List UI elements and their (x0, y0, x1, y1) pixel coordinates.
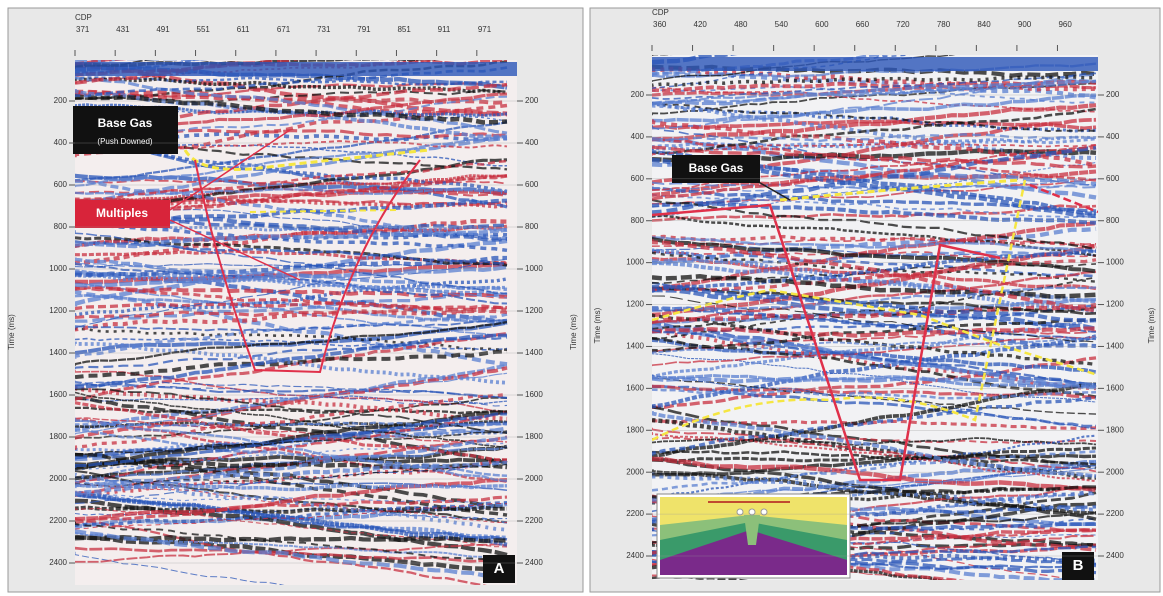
time-tick-label: 1000 (626, 258, 644, 267)
time-tick-label: 1400 (1106, 342, 1124, 351)
cdp-tick-label: 780 (937, 20, 951, 29)
time-tick-label: 1200 (49, 306, 67, 315)
axis-label: Time (ms) (593, 307, 602, 343)
cdp-tick-label: 600 (815, 20, 829, 29)
panel-label: A (494, 560, 505, 577)
cdp-tick-label: 851 (397, 25, 411, 34)
panel-label: B (1073, 557, 1084, 574)
cdp-tick-label: 420 (694, 20, 708, 29)
time-tick-label: 1000 (525, 264, 543, 273)
annotation: Base Gas (689, 161, 744, 175)
time-tick-label: 1000 (1106, 258, 1124, 267)
annotation-note: (Push Downed) (97, 137, 152, 146)
time-tick-label: 600 (1106, 174, 1120, 183)
cdp-tick-label: 611 (237, 25, 250, 34)
time-tick-label: 2000 (1106, 467, 1124, 476)
time-tick-label: 1600 (1106, 383, 1124, 392)
cdp-tick-label: 791 (357, 25, 371, 34)
time-tick-label: 400 (1106, 132, 1120, 141)
cdp-tick-label: 431 (116, 25, 130, 34)
time-tick-label: 1200 (626, 300, 644, 309)
cdp-tick-label: 731 (317, 25, 331, 34)
axis-label: Time (ms) (569, 314, 578, 350)
cdp-tick-label: 491 (156, 25, 170, 34)
time-tick-label: 1600 (49, 390, 67, 399)
time-tick-label: 1200 (1106, 300, 1124, 309)
time-tick-label: 800 (1106, 216, 1120, 225)
reflector (75, 536, 507, 541)
time-tick-label: 200 (1106, 90, 1120, 99)
time-tick-label: 2200 (1106, 509, 1124, 518)
time-tick-label: 2000 (49, 474, 67, 483)
time-tick-label: 1400 (525, 348, 543, 357)
time-tick-label: 800 (525, 222, 539, 231)
axis-label: Time (ms) (1147, 307, 1156, 343)
top-band (652, 57, 1098, 71)
time-tick-label: 1800 (626, 425, 644, 434)
time-tick-label: 200 (54, 96, 68, 105)
time-tick-label: 1200 (525, 306, 543, 315)
time-tick-label: 2400 (525, 558, 543, 567)
time-tick-label: 2200 (49, 516, 67, 525)
cdp-tick-label: 960 (1058, 20, 1072, 29)
time-tick-label: 400 (54, 138, 68, 147)
time-tick-label: 2200 (626, 509, 644, 518)
time-tick-label: 600 (631, 174, 645, 183)
time-tick-label: 1600 (525, 390, 543, 399)
annotation: Multiples (96, 206, 148, 220)
cdp-tick-label: 720 (896, 20, 910, 29)
time-tick-label: 2000 (626, 467, 644, 476)
time-tick-label: 200 (631, 90, 645, 99)
cdp-tick-label: 971 (478, 25, 492, 34)
cdp-tick-label: 360 (653, 20, 667, 29)
cdp-tick-label: 480 (734, 20, 748, 29)
cdp-tick-label: 900 (1018, 20, 1032, 29)
cdp-tick-label: 840 (977, 20, 991, 29)
cdp-tick-label: 551 (197, 25, 211, 34)
time-tick-label: 1400 (626, 342, 644, 351)
time-tick-label: 1800 (1106, 425, 1124, 434)
time-tick-label: 2400 (626, 551, 644, 560)
time-tick-label: 1600 (626, 383, 644, 392)
time-tick-label: 2000 (525, 474, 543, 483)
time-tick-label: 2400 (1106, 551, 1124, 560)
time-tick-label: 400 (525, 138, 539, 147)
cdp-label: CDP (652, 8, 669, 17)
top-band (75, 62, 517, 76)
cdp-tick-label: 671 (277, 25, 291, 34)
time-tick-label: 1800 (49, 432, 67, 441)
time-tick-label: 1000 (49, 264, 67, 273)
time-tick-label: 400 (631, 132, 645, 141)
cdp-tick-label: 540 (775, 20, 789, 29)
cdp-tick-label: 660 (856, 20, 870, 29)
time-tick-label: 200 (525, 96, 539, 105)
time-tick-label: 2400 (49, 558, 67, 567)
time-tick-label: 600 (54, 180, 68, 189)
cdp-tick-label: 911 (438, 25, 451, 34)
time-tick-label: 800 (631, 216, 645, 225)
cdp-tick-label: 371 (76, 25, 90, 34)
figure: Base Gas (Push Downed) Multiples Base Ga… (0, 0, 1163, 596)
time-tick-label: 1400 (49, 348, 67, 357)
axis-label: Time (ms) (7, 314, 16, 350)
cdp-label: CDP (75, 13, 92, 22)
inset-model (657, 494, 850, 578)
time-tick-label: 800 (54, 222, 68, 231)
annotation: Base Gas (98, 116, 153, 130)
time-tick-label: 2200 (525, 516, 543, 525)
time-tick-label: 1800 (525, 432, 543, 441)
time-tick-label: 600 (525, 180, 539, 189)
